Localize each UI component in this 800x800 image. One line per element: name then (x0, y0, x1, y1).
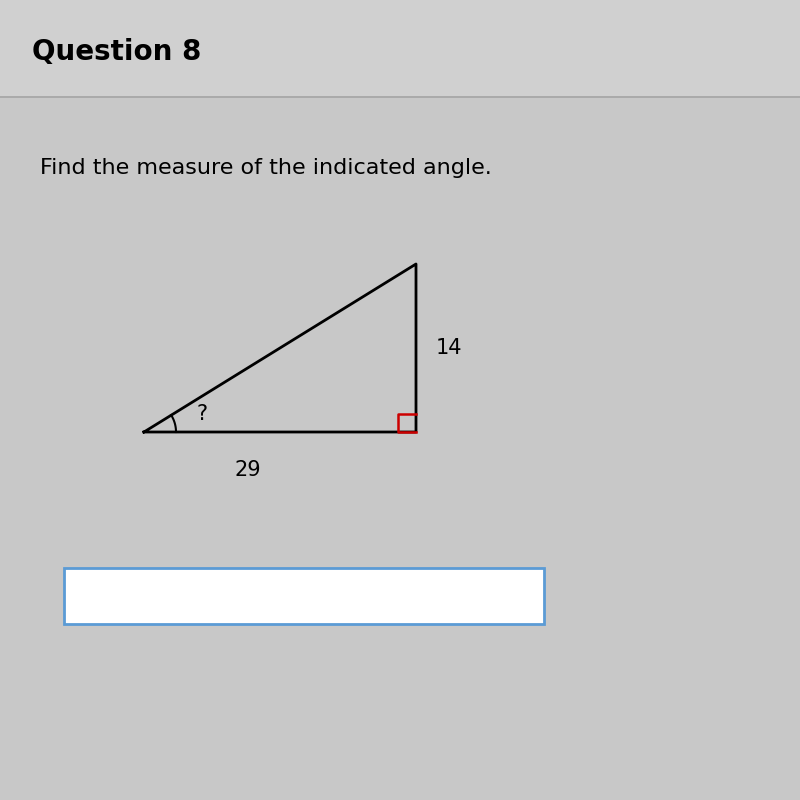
FancyBboxPatch shape (64, 568, 544, 624)
Text: 14: 14 (436, 338, 462, 358)
FancyBboxPatch shape (0, 96, 800, 98)
FancyBboxPatch shape (0, 0, 800, 96)
Text: Find the measure of the indicated angle.: Find the measure of the indicated angle. (40, 158, 492, 178)
Text: Question 8: Question 8 (32, 38, 202, 66)
Text: ?: ? (196, 405, 207, 424)
Text: 29: 29 (234, 460, 262, 480)
